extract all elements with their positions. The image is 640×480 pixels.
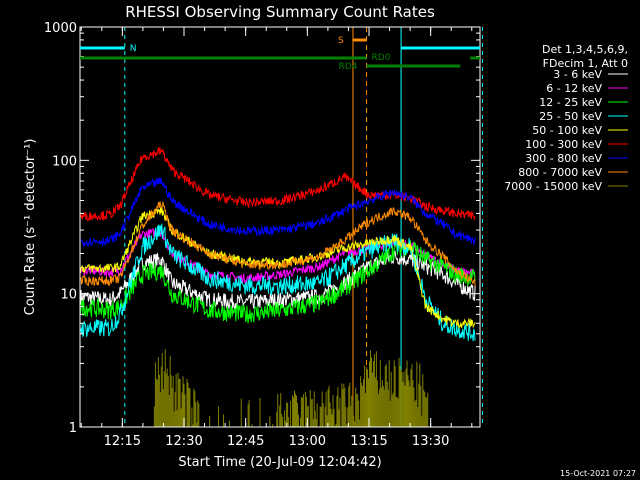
legend-entry: 800 - 7000 keV bbox=[518, 166, 602, 179]
legend-entry: 6 - 12 keV bbox=[546, 82, 602, 95]
plot-frame bbox=[79, 26, 481, 428]
series-5 bbox=[79, 146, 476, 222]
legend-entry: 300 - 800 keV bbox=[525, 152, 602, 165]
series-line bbox=[79, 223, 476, 342]
series-line bbox=[79, 250, 476, 311]
y-tick-label: 100 bbox=[52, 154, 77, 169]
legend-entry: 3 - 6 keV bbox=[553, 68, 602, 81]
series-line bbox=[80, 177, 476, 248]
series-group bbox=[79, 146, 476, 427]
series-0 bbox=[79, 250, 476, 311]
x-tick-label: 12:45 bbox=[227, 434, 264, 449]
series-6 bbox=[80, 177, 476, 248]
y-ticks: 1 10 100 1000 bbox=[44, 21, 480, 436]
legend-header: Det 1,3,4,5,6,9, bbox=[542, 43, 628, 56]
series-line bbox=[79, 206, 476, 330]
legend-header: FDecim 1, Att 0 bbox=[543, 57, 628, 70]
timestamp: 15-Oct-2021 07:27 bbox=[560, 469, 636, 478]
x-tick-label: 13:30 bbox=[412, 434, 449, 449]
series-3 bbox=[79, 223, 476, 342]
y-axis-label: Count Rate (s⁻¹ detector⁻¹) bbox=[23, 139, 38, 316]
legend-entry: 25 - 50 keV bbox=[539, 110, 602, 123]
y-tick-label: 1000 bbox=[44, 21, 77, 36]
series-4 bbox=[79, 206, 476, 330]
legend-entry: 7000 - 15000 keV bbox=[504, 180, 602, 193]
x-tick-label: 13:15 bbox=[350, 434, 387, 449]
x-tick-label: 12:30 bbox=[165, 434, 202, 449]
chart-title: RHESSI Observing Summary Count Rates bbox=[125, 3, 435, 21]
y-tick-label: 10 bbox=[60, 288, 77, 303]
legend: Det 1,3,4,5,6,9,FDecim 1, Att 03 - 6 keV… bbox=[504, 43, 628, 193]
series-line bbox=[80, 201, 476, 287]
series-7 bbox=[80, 201, 476, 287]
flag-label: RD4 bbox=[339, 62, 358, 72]
x-axis-label: Start Time (20-Jul-09 12:04:42) bbox=[178, 455, 381, 470]
series-line bbox=[79, 146, 476, 222]
legend-entry: 50 - 100 keV bbox=[532, 124, 602, 137]
x-ticks: 12:15 12:30 12:45 13:00 13:15 13:30 bbox=[80, 27, 473, 449]
x-tick-label: 12:15 bbox=[104, 434, 141, 449]
y-tick-label: 1 bbox=[69, 421, 77, 436]
flag-label: S bbox=[338, 36, 344, 46]
legend-entry: 12 - 25 keV bbox=[539, 96, 602, 109]
series-8 bbox=[153, 349, 429, 427]
legend-entry: 100 - 300 keV bbox=[525, 138, 602, 151]
x-tick-label: 13:00 bbox=[289, 434, 326, 449]
flag-label: RD0 bbox=[372, 53, 391, 63]
annotations: N S RD0 RD4 bbox=[80, 36, 480, 72]
flag-label: N bbox=[130, 44, 137, 54]
